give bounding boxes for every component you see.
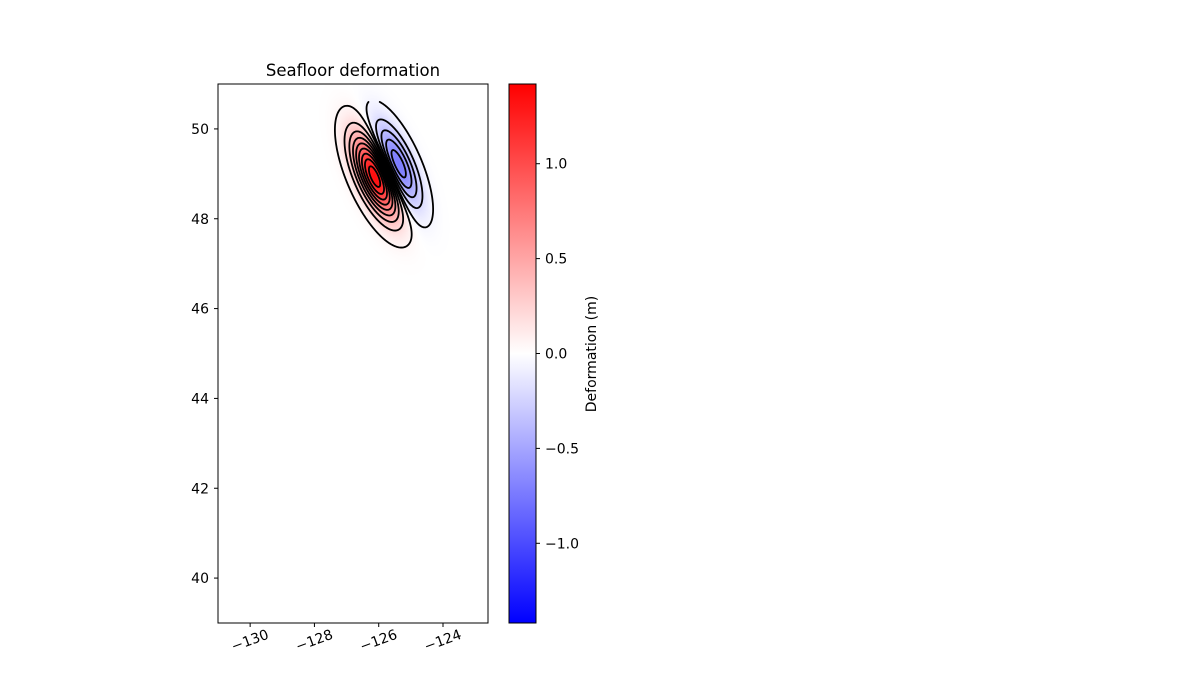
plot-background [218,84,488,623]
plot-frame [217,83,489,624]
plot-area [217,83,489,624]
colorbar: −1.0 −0.5 0.0 0.5 1.0 Deformation (m) [508,83,600,624]
colorbar-tick-label: 1.0 [545,157,567,173]
contour-line [385,138,413,189]
contour-line [358,147,391,206]
colorbar-ticks: −1.0 −0.5 0.0 0.5 1.0 [536,157,579,552]
y-tick-label: 50 [191,122,209,138]
y-tick-label: 40 [191,571,209,587]
chart-title: Seafloor deformation [266,61,440,80]
contour-line [343,121,405,232]
colorbar-tick-label: −1.0 [545,536,579,552]
y-tick-label: 42 [191,481,209,497]
x-axis: −130 −128 −126 −124 [229,623,464,655]
colorbar-gradient [509,84,536,623]
colorbar-tick-label: 0.5 [545,252,567,268]
colorbar-label: Deformation (m) [584,296,600,412]
contour-line [334,104,413,249]
contour-lines [334,101,435,249]
y-axis: 40 42 44 46 48 50 [191,122,218,587]
colorbar-tick-label: −0.5 [545,441,579,457]
colorbar-tick-label: 0.0 [545,347,567,363]
contour-line [355,142,394,211]
contour-line [348,130,400,223]
contour-line [360,152,388,201]
y-tick-label: 44 [191,391,209,407]
x-tick-label: −130 [229,627,271,655]
x-tick-label: −126 [358,627,400,655]
y-tick-label: 48 [191,212,209,228]
contour-line [390,149,407,179]
y-tick-label: 46 [191,302,209,318]
contour-line [380,129,418,199]
contour-line [375,118,424,210]
contour-line [364,158,385,195]
contour-line [352,136,397,217]
contour-line [368,165,382,188]
x-tick-label: −124 [422,627,464,655]
x-tick-label: −128 [294,627,336,655]
